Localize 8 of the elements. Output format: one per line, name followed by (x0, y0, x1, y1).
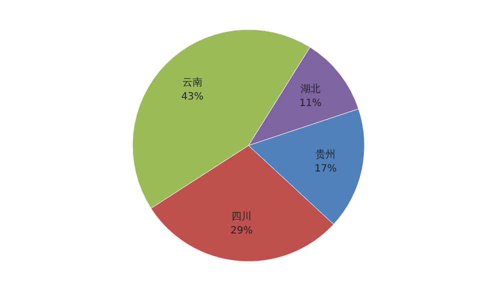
data-label: 11% (299, 98, 322, 110)
slice-label: 云南 (182, 76, 202, 89)
slice-label: 湖北 (300, 83, 320, 96)
data-label: 29% (230, 226, 253, 237)
data-label: 43% (181, 92, 204, 103)
slice-label: 四川 (232, 210, 252, 223)
data-label: 17% (314, 164, 337, 175)
slice-label: 贵州 (316, 148, 336, 161)
